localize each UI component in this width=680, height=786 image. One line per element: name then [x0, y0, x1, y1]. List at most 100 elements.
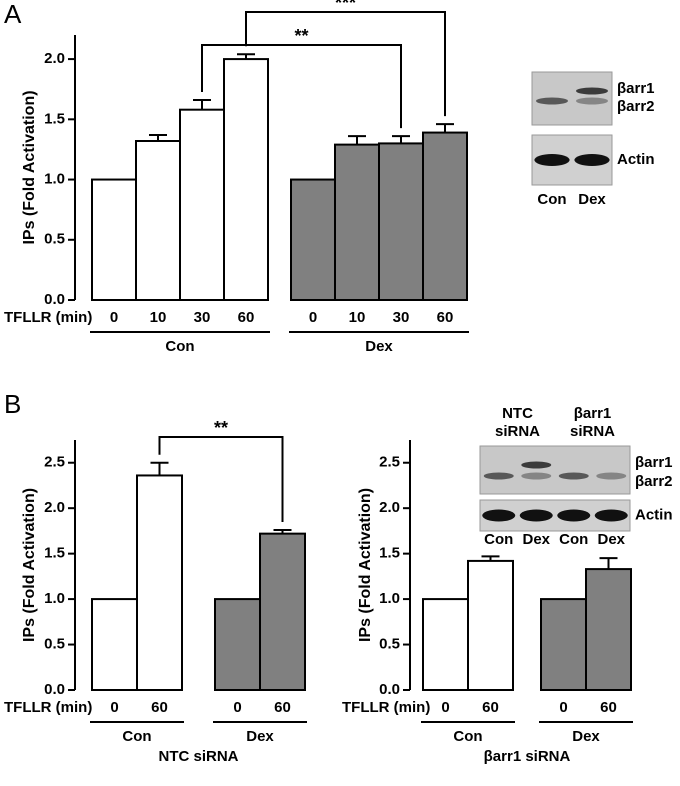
x-tick-label: 60 [151, 699, 168, 716]
significance-bracket [158, 436, 284, 522]
bar [467, 559, 514, 692]
band-label: βarr1 [617, 80, 655, 97]
y-tick-label: 2.0 [379, 499, 400, 516]
bar [540, 598, 587, 691]
lane-label: Con [537, 191, 566, 208]
blot-header: NTC [502, 405, 533, 422]
band-label: βarr1 [635, 454, 673, 471]
blot-band [482, 509, 516, 522]
x-tick-label: 60 [600, 699, 617, 716]
blot-header: βarr1 [574, 405, 612, 422]
x-tick-label: 0 [441, 699, 449, 716]
x-axis-label: TFLLR (min) [342, 699, 430, 716]
lane-label: Dex [578, 191, 606, 208]
blot-band [558, 472, 589, 480]
error-bar [481, 555, 500, 561]
blot-band [519, 509, 553, 522]
error-bar [273, 529, 292, 534]
blot-band [536, 97, 568, 105]
bar [214, 598, 261, 691]
y-tick-label: 2.5 [44, 454, 65, 471]
error-bar [149, 133, 167, 141]
x-tick-label: 10 [150, 309, 167, 326]
x-tick-label: 0 [110, 309, 118, 326]
x-tick-label: 60 [238, 309, 255, 326]
x-tick-label: 60 [274, 699, 291, 716]
error-bar [237, 53, 255, 60]
group-label: Dex [246, 728, 274, 745]
x-axis-label: TFLLR (min) [4, 309, 92, 326]
y-tick-label: 1.0 [379, 590, 400, 607]
y-tick-label: 0.5 [44, 231, 65, 248]
error-bar [436, 123, 454, 133]
significance-label: ** [214, 418, 228, 438]
group-label: Dex [365, 338, 393, 355]
blot-band [534, 154, 570, 166]
x-tick-label: 60 [437, 309, 454, 326]
bar [91, 598, 138, 691]
blot-band [521, 472, 552, 480]
bar [378, 142, 424, 301]
bar [422, 131, 468, 301]
significance-bracket [201, 44, 402, 129]
x-axis-label: TFLLR (min) [4, 699, 92, 716]
y-axis-label: IPs (Fold Activation) [21, 90, 38, 244]
lane-label: Con [559, 531, 588, 548]
blot-header: siRNA [570, 423, 615, 440]
error-bar [392, 135, 410, 144]
y-tick-label: 0.0 [379, 681, 400, 698]
significance-label: ** [294, 26, 308, 46]
blot-band [483, 472, 514, 480]
bar [259, 532, 306, 691]
blot-band [576, 87, 608, 95]
x-tick-label: 30 [393, 309, 410, 326]
y-tick-label: 0.0 [44, 291, 65, 308]
x-tick-label: 60 [482, 699, 499, 716]
lane-label: Dex [597, 531, 625, 548]
band-label: βarr2 [635, 473, 673, 490]
blot-band [596, 472, 627, 480]
bar [334, 143, 380, 301]
y-tick-label: 1.5 [379, 545, 400, 562]
bar [179, 108, 225, 301]
band-label: βarr2 [617, 98, 655, 115]
bar [136, 474, 183, 692]
y-tick-label: 0.0 [44, 681, 65, 698]
x-tick-label: 0 [233, 699, 241, 716]
significance-label: *** [335, 0, 356, 13]
y-tick-label: 0.5 [379, 636, 400, 653]
blot [479, 445, 631, 495]
group-label: Dex [572, 728, 600, 745]
x-tick-label: 0 [559, 699, 567, 716]
panel-label: B [4, 389, 21, 419]
y-tick-label: 1.0 [44, 171, 65, 188]
x-tick-label: 30 [194, 309, 211, 326]
group-label: Con [165, 338, 194, 355]
blot-band [557, 509, 591, 522]
bar [290, 178, 336, 301]
y-tick-label: 2.0 [44, 499, 65, 516]
y-tick-label: 1.5 [44, 110, 65, 127]
lane-label: Con [484, 531, 513, 548]
group-label: Con [453, 728, 482, 745]
bar [135, 140, 181, 301]
x-tick-label: 10 [349, 309, 366, 326]
x-tick-label: 0 [110, 699, 118, 716]
band-label: Actin [617, 151, 655, 168]
y-tick-label: 2.0 [44, 50, 65, 67]
blot-band [521, 461, 552, 469]
error-bar [150, 461, 169, 476]
error-bar [193, 99, 211, 110]
bar [223, 58, 269, 301]
blot-header: siRNA [495, 423, 540, 440]
y-tick-label: 1.0 [44, 590, 65, 607]
significance-bracket [245, 11, 446, 117]
panel-label: A [4, 0, 22, 29]
blot-band [576, 97, 608, 105]
y-tick-label: 1.5 [44, 545, 65, 562]
y-axis-label: IPs (Fold Activation) [357, 488, 374, 642]
x-tick-label: 0 [309, 309, 317, 326]
subtitle: βarr1 siRNA [484, 748, 571, 765]
lane-label: Dex [522, 531, 550, 548]
